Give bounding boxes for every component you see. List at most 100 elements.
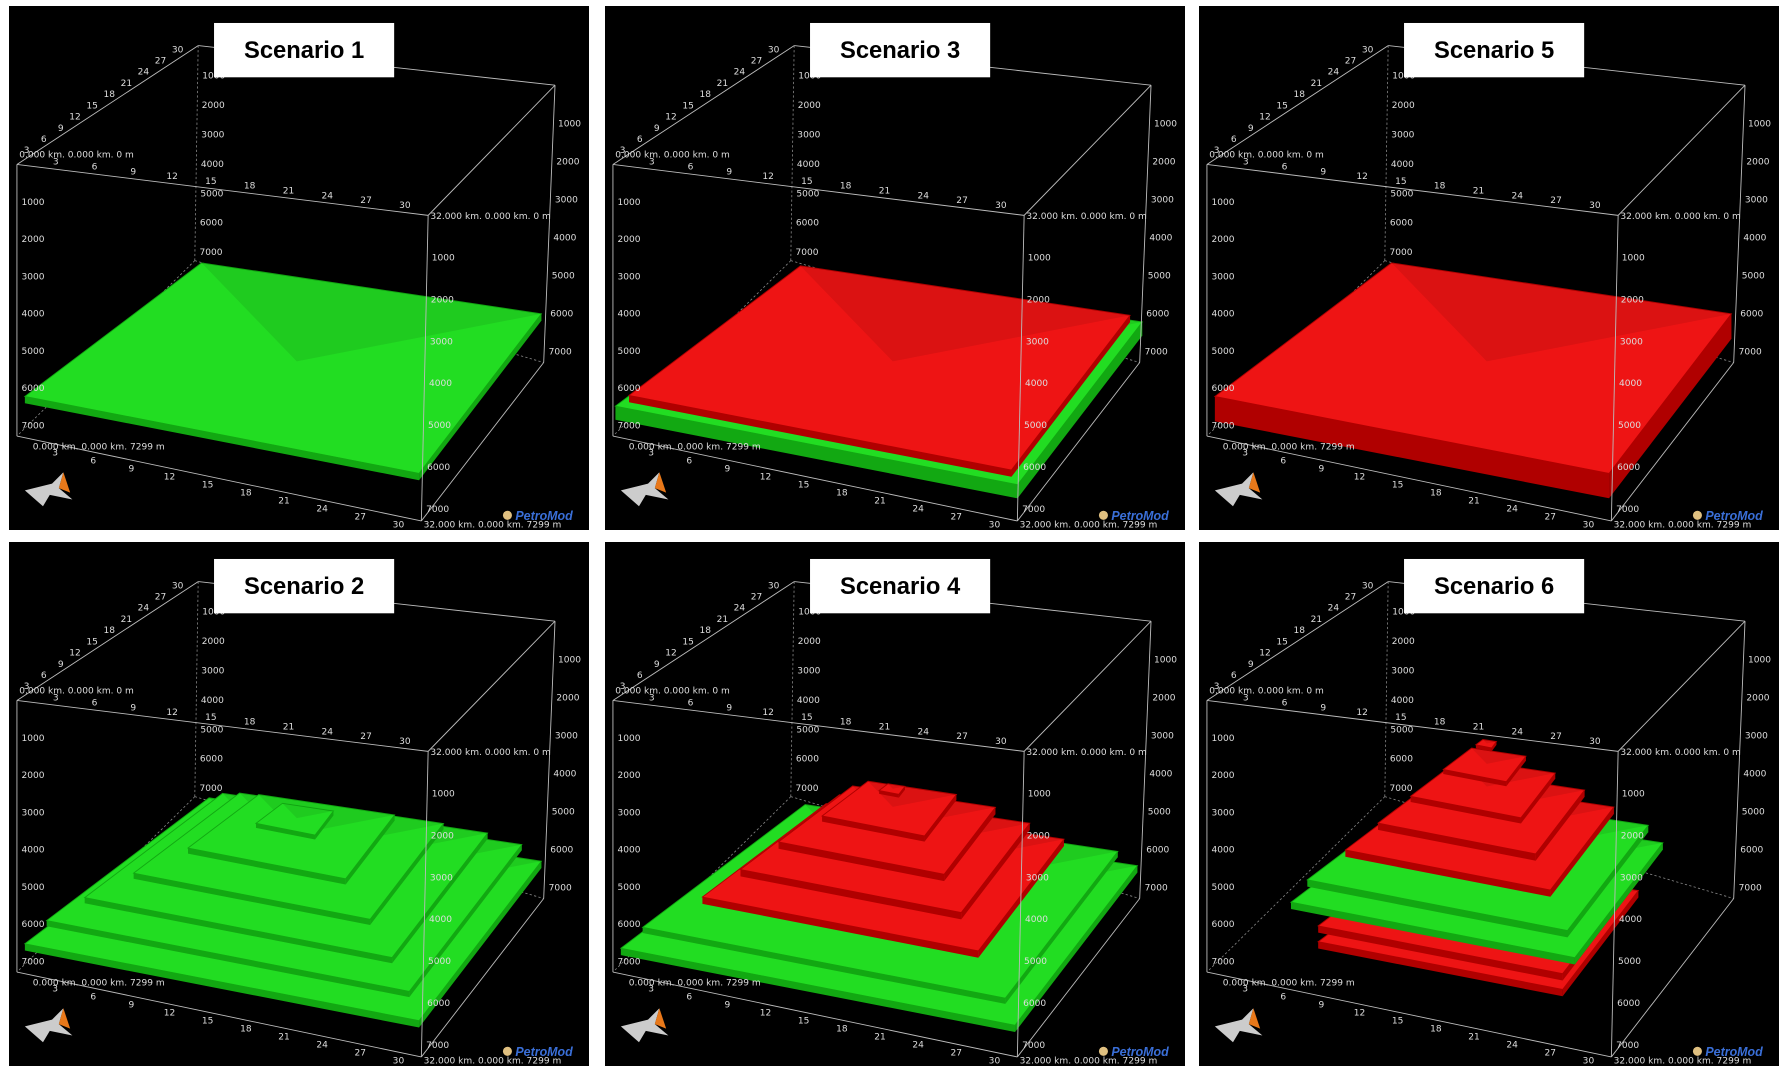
depth-tick-label: 5000 bbox=[1618, 957, 1641, 967]
depth-tick-label: 6000 bbox=[21, 920, 44, 930]
depth-tick-label: 7000 bbox=[1616, 1041, 1639, 1051]
depth-tick-label: 4000 bbox=[21, 310, 44, 320]
y-tick-label: 30 bbox=[172, 581, 184, 591]
x-tick-label: 6 bbox=[688, 699, 694, 709]
corner-label: 32.000 km. 0.000 km. 0 m bbox=[1620, 748, 1741, 758]
depth-tick-label: 1000 bbox=[1154, 120, 1177, 130]
depth-tick-label: 6000 bbox=[21, 384, 44, 394]
depth-tick-label: 7000 bbox=[1616, 505, 1639, 515]
depth-tick-label: 5000 bbox=[1148, 272, 1171, 282]
logo: PetroMod bbox=[1111, 509, 1169, 523]
depth-tick-label: 2000 bbox=[21, 235, 44, 245]
logo: PetroMod bbox=[1705, 509, 1763, 523]
box-edge bbox=[1207, 46, 1388, 165]
x-tick-label: 27 bbox=[360, 196, 372, 206]
x-tick-label: 30 bbox=[989, 520, 1001, 530]
x-tick-label: 18 bbox=[240, 488, 252, 498]
x-tick-label: 30 bbox=[995, 201, 1007, 211]
x-tick-label: 24 bbox=[316, 504, 328, 514]
x-tick-label: 30 bbox=[995, 737, 1007, 747]
x-tick-label: 15 bbox=[801, 177, 813, 187]
depth-tick-label: 6000 bbox=[617, 384, 640, 394]
y-tick-label: 15 bbox=[682, 637, 694, 647]
depth-tick-label: 7000 bbox=[1389, 784, 1412, 794]
corner-label: 32.000 km. 0.000 km. 0 m bbox=[430, 212, 551, 222]
panel-title: Scenario 3 bbox=[840, 37, 960, 64]
x-tick-label: 21 bbox=[1468, 1032, 1480, 1042]
logo-icon bbox=[503, 511, 512, 520]
scenario-panel: 3336669991212121515151818182121212424242… bbox=[1199, 542, 1779, 1066]
depth-tick-label: 5000 bbox=[796, 189, 819, 199]
x-tick-label: 21 bbox=[283, 723, 295, 733]
depth-tick-label: 2000 bbox=[1027, 831, 1050, 841]
x-tick-label: 18 bbox=[244, 182, 256, 192]
depth-tick-label: 6000 bbox=[1617, 999, 1640, 1009]
y-tick-label: 21 bbox=[717, 79, 729, 89]
depth-tick-label: 2000 bbox=[617, 235, 640, 245]
depth-tick-label: 4000 bbox=[553, 234, 576, 244]
depth-tick-label: 6000 bbox=[796, 219, 819, 229]
x-tick-label: 30 bbox=[393, 1056, 405, 1066]
x-tick-label: 27 bbox=[1550, 732, 1562, 742]
corner-label: 0.000 km. 0.000 km. 7299 m bbox=[33, 443, 165, 453]
x-tick-label: 9 bbox=[130, 167, 136, 177]
depth-tick-label: 5000 bbox=[428, 421, 451, 431]
x-tick-label: 24 bbox=[1512, 727, 1524, 737]
scenario-panel: 3336669991212121515151818182121212424242… bbox=[9, 6, 589, 530]
depth-tick-label: 4000 bbox=[201, 696, 224, 706]
depth-tick-label: 5000 bbox=[617, 883, 640, 893]
logo-icon bbox=[1099, 1047, 1108, 1056]
depth-tick-label: 5000 bbox=[21, 347, 44, 357]
y-tick-label: 24 bbox=[734, 68, 746, 78]
depth-tick-label: 4000 bbox=[553, 770, 576, 780]
depth-tick-label: 1000 bbox=[1748, 120, 1771, 130]
x-tick-label: 6 bbox=[1280, 992, 1286, 1002]
x-tick-label: 21 bbox=[278, 496, 290, 506]
y-tick-label: 9 bbox=[1248, 124, 1254, 134]
depth-tick-label: 3000 bbox=[1211, 808, 1234, 818]
x-tick-label: 18 bbox=[1430, 1024, 1442, 1034]
box-edge bbox=[1385, 582, 1388, 797]
depth-tick-label: 5000 bbox=[1390, 189, 1413, 199]
x-tick-label: 27 bbox=[360, 732, 372, 742]
depth-tick-label: 4000 bbox=[1211, 846, 1234, 856]
scenario-panel: 3336669991212121515151818182121212424242… bbox=[605, 542, 1185, 1066]
scenario-panel: 3336669991212121515151818182121212424242… bbox=[9, 542, 589, 1066]
y-tick-label: 27 bbox=[751, 57, 763, 67]
x-tick-label: 12 bbox=[164, 472, 176, 482]
depth-tick-label: 1000 bbox=[1028, 254, 1051, 264]
depth-tick-label: 7000 bbox=[1211, 957, 1234, 967]
depth-tick-label: 2000 bbox=[1621, 295, 1644, 305]
x-tick-label: 27 bbox=[1550, 196, 1562, 206]
y-tick-label: 15 bbox=[86, 637, 98, 647]
depth-tick-label: 7000 bbox=[21, 421, 44, 431]
depth-tick-label: 5000 bbox=[1148, 808, 1171, 818]
depth-tick-label: 1000 bbox=[558, 656, 581, 666]
y-tick-label: 24 bbox=[138, 68, 150, 78]
depth-tick-label: 3000 bbox=[1151, 196, 1174, 206]
depth-tick-label: 4000 bbox=[1743, 770, 1766, 780]
depth-tick-label: 7000 bbox=[1145, 348, 1168, 358]
depth-tick-label: 7000 bbox=[617, 957, 640, 967]
corner-label: 0.000 km. 0.000 km. 0 m bbox=[19, 151, 134, 161]
y-tick-label: 9 bbox=[654, 124, 660, 134]
x-tick-label: 18 bbox=[240, 1024, 252, 1034]
depth-tick-label: 1000 bbox=[432, 254, 455, 264]
depth-tick-label: 6000 bbox=[1211, 920, 1234, 930]
depth-tick-label: 6000 bbox=[1390, 755, 1413, 765]
y-tick-label: 18 bbox=[699, 626, 711, 636]
depth-tick-label: 4000 bbox=[1391, 696, 1414, 706]
depth-tick-label: 7000 bbox=[426, 505, 449, 515]
depth-tick-label: 4000 bbox=[617, 846, 640, 856]
x-tick-label: 27 bbox=[951, 1048, 963, 1058]
depth-tick-label: 4000 bbox=[1149, 234, 1172, 244]
x-tick-label: 18 bbox=[836, 488, 848, 498]
depth-tick-label: 3000 bbox=[1620, 873, 1643, 883]
depth-tick-label: 2000 bbox=[617, 771, 640, 781]
box-edge bbox=[1207, 582, 1388, 701]
depth-tick-label: 2000 bbox=[556, 158, 579, 168]
y-tick-label: 12 bbox=[69, 649, 81, 659]
depth-tick-label: 3000 bbox=[1391, 666, 1414, 676]
x-tick-label: 6 bbox=[92, 163, 98, 173]
x-tick-label: 9 bbox=[1320, 167, 1326, 177]
